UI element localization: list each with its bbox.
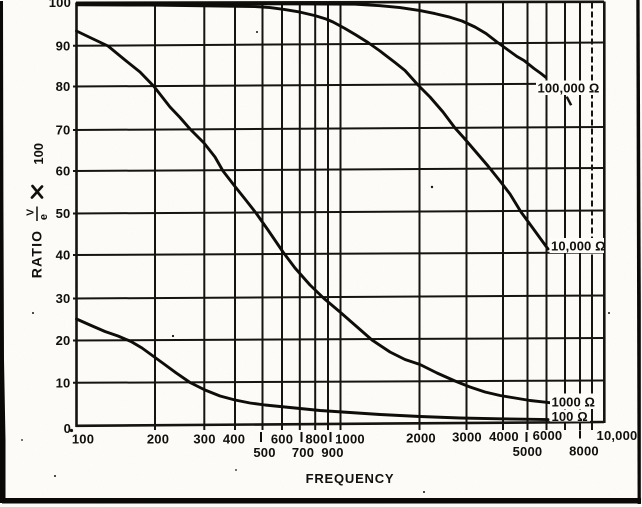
svg-text:100: 100 [31,143,46,165]
svg-text:1000 Ω: 1000 Ω [552,395,596,410]
svg-text:50: 50 [56,206,71,221]
svg-text:90: 90 [56,38,71,53]
svg-text:20: 20 [56,333,71,348]
svg-text:e: e [38,214,50,220]
svg-text:800: 800 [305,432,327,447]
svg-text:100: 100 [49,0,71,10]
svg-text:80: 80 [56,79,71,94]
svg-text:10,000: 10,000 [597,428,638,443]
svg-text:RATIO: RATIO [29,230,45,279]
svg-text:400: 400 [223,432,245,447]
svg-text:700: 700 [292,445,314,460]
svg-text:60: 60 [56,164,71,179]
svg-text:6000: 6000 [533,428,563,443]
svg-text:4000: 4000 [489,429,519,444]
svg-text:100,000 Ω: 100,000 Ω [538,81,600,96]
svg-text:300: 300 [193,432,215,447]
svg-text:70: 70 [56,123,71,138]
svg-text:600: 600 [271,432,293,447]
svg-text:200: 200 [147,432,169,447]
svg-text:V: V [25,209,37,216]
svg-text:3000: 3000 [452,430,482,445]
svg-text:10,000 Ω: 10,000 Ω [551,239,606,254]
svg-text:1000: 1000 [335,432,365,447]
svg-text:30: 30 [56,291,71,306]
svg-text:10: 10 [56,375,71,390]
svg-text:8000: 8000 [569,444,599,459]
svg-text:2000: 2000 [406,431,436,446]
svg-text:100: 100 [72,432,94,447]
svg-text:900: 900 [321,445,343,460]
svg-text:5000: 5000 [513,444,543,459]
svg-text:0: 0 [64,421,71,436]
svg-text:FREQUENCY: FREQUENCY [306,471,395,486]
svg-text:40: 40 [56,248,71,263]
svg-text:500: 500 [253,445,275,460]
svg-text:100 Ω: 100 Ω [552,409,588,424]
